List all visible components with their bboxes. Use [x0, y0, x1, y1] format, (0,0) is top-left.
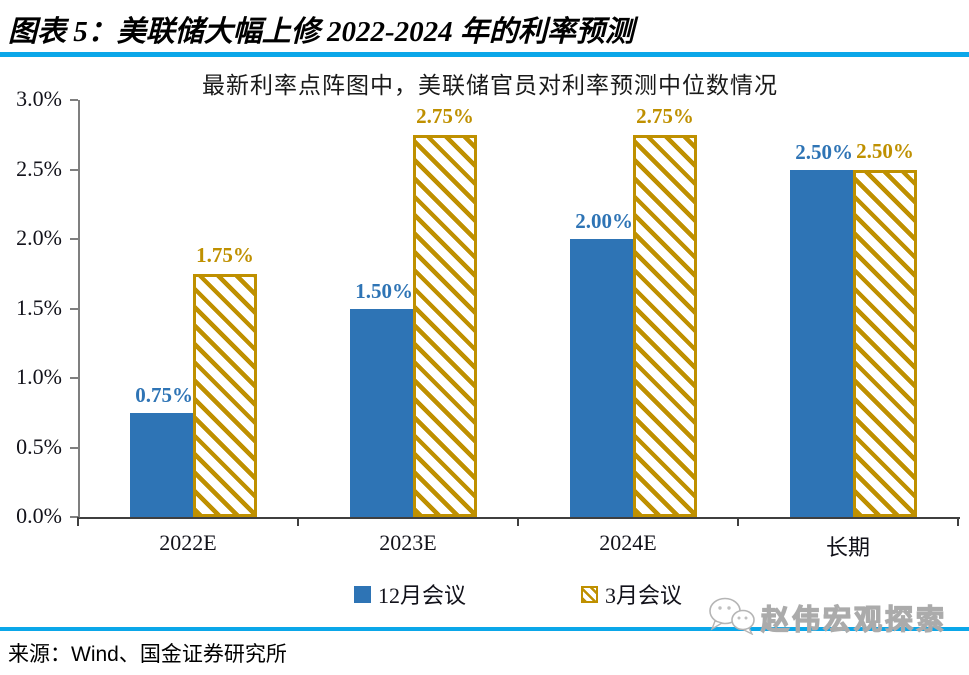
legend-item: 12月会议: [353, 578, 466, 610]
y-tick-mark: [70, 99, 78, 101]
y-tick-mark: [70, 307, 78, 310]
chart-title: 最新利率点阵图中，美联储官员对利率预测中位数情况: [202, 73, 778, 98]
x-category-label: 2022E: [159, 530, 217, 555]
bar-value-label-dec: 2.50%: [795, 139, 853, 164]
bar-value-label-mar: 2.50%: [856, 138, 914, 163]
chart-legend: 12月会议 3月会议: [78, 578, 958, 610]
top-divider-rule: [0, 52, 969, 57]
x-tick-mark: [297, 517, 299, 526]
x-category-label: 2024E: [599, 530, 657, 555]
x-tick-mark: [77, 517, 79, 526]
y-tick-mark: [70, 516, 78, 518]
y-tick-mark: [70, 377, 78, 379]
legend-marker-diagonal-hatch: [581, 585, 598, 603]
bar-value-label-mar: 1.75%: [196, 242, 254, 267]
bar-value-label-dec: 1.50%: [355, 278, 413, 303]
y-tick-label: 0.0%: [16, 503, 62, 528]
bar-dec-meeting: [130, 412, 193, 517]
x-category-label: 2023E: [379, 530, 437, 555]
legend-label: 12月会议: [377, 583, 466, 608]
x-category-label: 长期: [825, 535, 870, 560]
y-tick-label: 2.0%: [16, 225, 62, 250]
y-tick-mark: [70, 446, 78, 449]
bar-value-label-dec: 0.75%: [135, 382, 193, 407]
bar-dec-meeting: [790, 169, 853, 517]
bar-mar-meeting: [413, 134, 477, 517]
y-tick-label: 1.5%: [16, 294, 62, 320]
chat-bubbles-icon: [705, 595, 757, 640]
bar-mar-meeting: [193, 273, 257, 517]
x-tick-mark: [957, 517, 959, 526]
legend-label: 3月会议: [605, 583, 683, 608]
bar-mar-meeting: [633, 134, 697, 517]
y-tick-mark: [70, 238, 78, 240]
bar-mar-meeting: [853, 169, 917, 517]
bar-dec-meeting: [570, 239, 633, 517]
y-tick-label: 1.0%: [16, 364, 62, 389]
legend-item: 3月会议: [581, 578, 682, 610]
x-tick-mark: [737, 517, 739, 526]
watermark-text: 赵伟宏观探索: [760, 604, 947, 636]
source-line: 来源：Wind、国金证券研究所: [8, 643, 287, 666]
watermark: 赵伟宏观探索: [705, 595, 947, 640]
page-title: 图表 5：美联储大幅上修 2022-2024 年的利率预测: [8, 16, 634, 48]
y-tick-label: 0.5%: [16, 433, 62, 459]
bar-value-label-mar: 2.75%: [636, 103, 694, 128]
y-tick-mark: [70, 168, 78, 171]
y-tick-label: 3.0%: [16, 86, 62, 111]
bar-dec-meeting: [350, 308, 413, 517]
bottom-divider-rule: [0, 627, 969, 631]
plot-area: 0.75% 1.75% 1.50% 2.75% 2.00% 2.75% 2.50% 2.50%: [78, 100, 960, 519]
bar-value-label-dec: 2.00%: [575, 209, 633, 233]
legend-marker-solid: [353, 585, 371, 603]
x-tick-mark: [517, 517, 519, 526]
bar-value-label-mar: 2.75%: [416, 103, 474, 128]
y-tick-label: 2.5%: [16, 155, 62, 181]
